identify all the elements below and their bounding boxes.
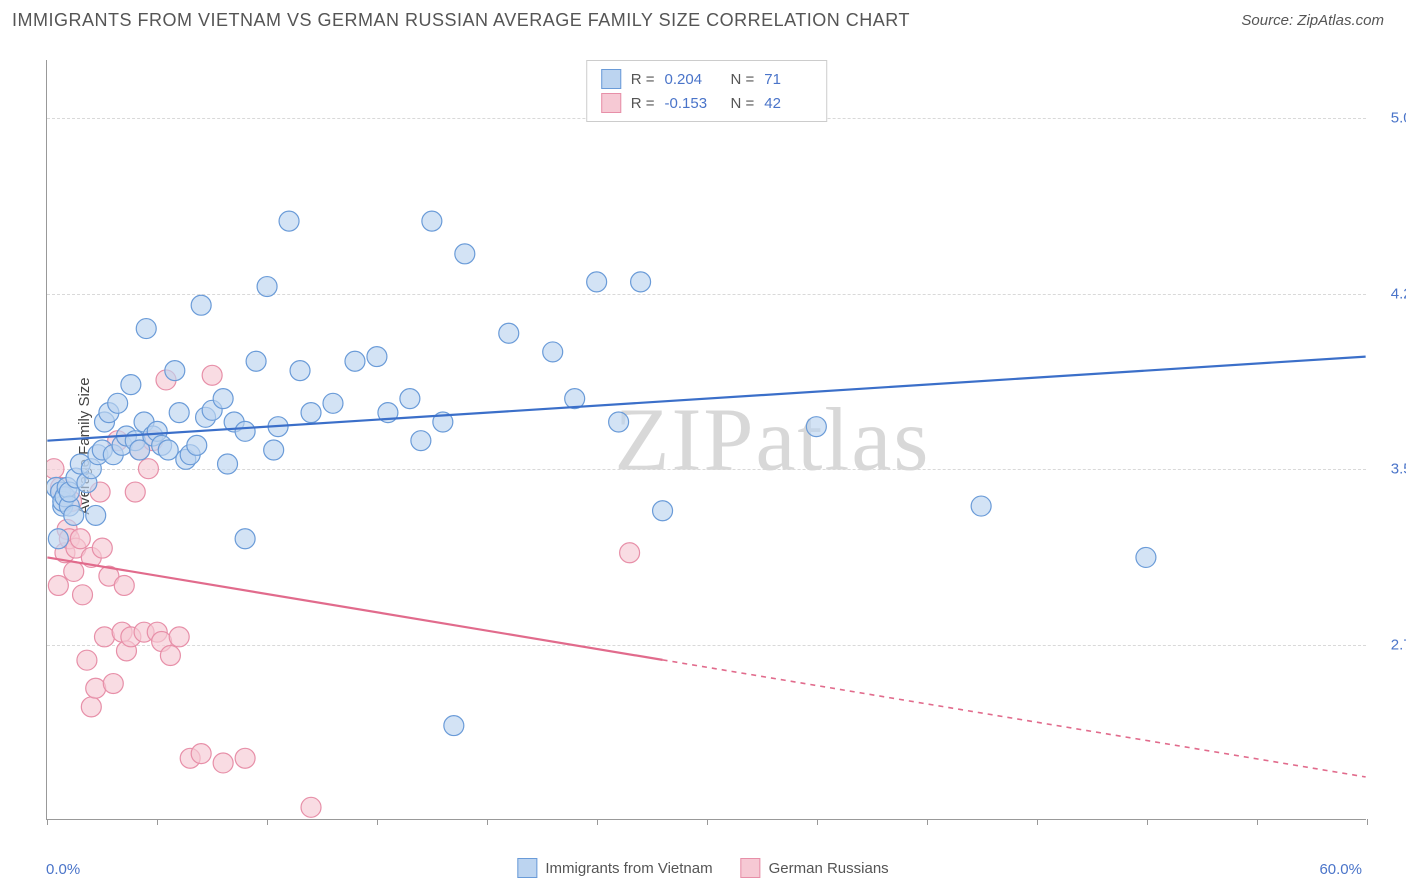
xtick: [267, 819, 268, 825]
source-attribution: Source: ZipAtlas.com: [1241, 12, 1384, 29]
legend-label-vietnam: Immigrants from Vietnam: [545, 860, 712, 877]
xtick: [1147, 819, 1148, 825]
xtick: [707, 819, 708, 825]
n-value-german-russian: 42: [764, 95, 812, 112]
xtick: [817, 819, 818, 825]
n-label: N =: [731, 71, 755, 88]
legend-swatch-vietnam: [517, 858, 537, 878]
plot-area: ZIPatlas R = 0.204 N = 71 R = -0.153 N =…: [46, 60, 1366, 820]
r-value-german-russian: -0.153: [665, 95, 713, 112]
swatch-german-russian: [601, 93, 621, 113]
xtick: [1257, 819, 1258, 825]
scatter-plot-svg: [47, 60, 1366, 819]
ytick-label: 4.25: [1391, 285, 1406, 302]
stats-row-german-russian: R = -0.153 N = 42: [601, 91, 813, 115]
xtick: [47, 819, 48, 825]
xtick: [597, 819, 598, 825]
xtick: [927, 819, 928, 825]
legend-label-german-russian: German Russians: [769, 860, 889, 877]
header-bar: IMMIGRANTS FROM VIETNAM VS GERMAN RUSSIA…: [0, 0, 1406, 41]
xtick: [1367, 819, 1368, 825]
swatch-vietnam: [601, 69, 621, 89]
ytick-label: 5.00: [1391, 110, 1406, 127]
legend: Immigrants from Vietnam German Russians: [517, 858, 888, 878]
x-axis-min-label: 0.0%: [46, 861, 80, 878]
legend-swatch-german-russian: [741, 858, 761, 878]
legend-item-vietnam: Immigrants from Vietnam: [517, 858, 712, 878]
xtick: [377, 819, 378, 825]
chart-title: IMMIGRANTS FROM VIETNAM VS GERMAN RUSSIA…: [12, 10, 910, 31]
stats-row-vietnam: R = 0.204 N = 71: [601, 67, 813, 91]
source-label: Source:: [1241, 12, 1293, 29]
xtick: [157, 819, 158, 825]
correlation-stats-box: R = 0.204 N = 71 R = -0.153 N = 42: [586, 60, 828, 122]
r-label: R =: [631, 95, 655, 112]
xtick: [487, 819, 488, 825]
ytick-label: 2.75: [1391, 636, 1406, 653]
r-label: R =: [631, 71, 655, 88]
n-label: N =: [731, 95, 755, 112]
n-value-vietnam: 71: [764, 71, 812, 88]
x-axis-max-label: 60.0%: [1319, 861, 1362, 878]
source-link[interactable]: ZipAtlas.com: [1297, 12, 1384, 29]
xtick: [1037, 819, 1038, 825]
r-value-vietnam: 0.204: [665, 71, 713, 88]
legend-item-german-russian: German Russians: [741, 858, 889, 878]
ytick-label: 3.50: [1391, 461, 1406, 478]
